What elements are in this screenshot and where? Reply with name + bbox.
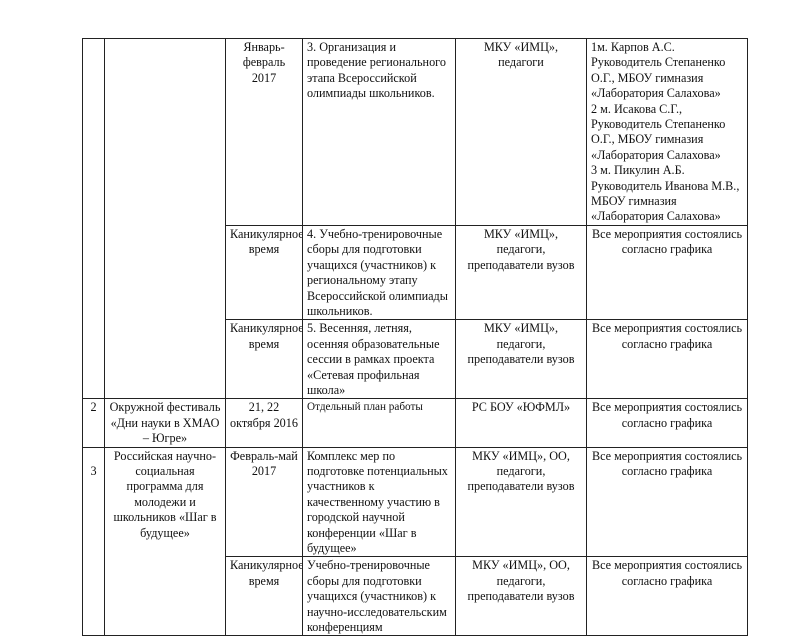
result-cell: Все мероприятия состоялись согласно граф… bbox=[586, 224, 748, 321]
result-cell: Все мероприятия состоялись согласно граф… bbox=[586, 446, 748, 558]
activity-cell: Отдельный план работы bbox=[302, 398, 456, 448]
row-number: 2 bbox=[82, 398, 105, 448]
responsible-cell: МКУ «ИМЦ», педагоги bbox=[455, 38, 587, 226]
activity-cell: Комплекс мер по подготовке потенциальных… bbox=[302, 446, 456, 558]
activity-cell: 3. Организация и проведение региональног… bbox=[302, 38, 456, 226]
event-name: Окружной фестиваль «Дни науки в ХМАО – Ю… bbox=[104, 398, 226, 448]
responsible-cell: МКУ «ИМЦ», ОО, педагоги, преподаватели в… bbox=[455, 556, 587, 636]
result-cell: Все мероприятия состоялись согласно граф… bbox=[586, 556, 748, 636]
responsible-cell: МКУ «ИМЦ», педагоги, преподаватели вузов bbox=[455, 319, 587, 400]
activity-cell: Учебно-тренировочные сборы для подготовк… bbox=[302, 556, 456, 636]
result-cell: Все мероприятия состоялись согласно граф… bbox=[586, 319, 748, 400]
date-cell: Каникулярное время bbox=[225, 319, 303, 400]
date-cell: Каникулярное время bbox=[225, 556, 303, 636]
table-row: 3 Российская научно-социальная программа… bbox=[82, 446, 748, 636]
activity-cell: 5. Весенняя, летняя, осенняя образовател… bbox=[302, 319, 456, 400]
date-cell: 21, 22 октября 2016 bbox=[225, 398, 303, 448]
row-number: 3 bbox=[82, 446, 105, 636]
date-cell: Январь-февраль 2017 bbox=[225, 38, 303, 226]
date-cell: Февраль-май 2017 bbox=[225, 446, 303, 558]
event-name: Российская научно-социальная программа д… bbox=[104, 446, 226, 636]
activity-cell: 4. Учебно-тренировочные сборы для подгот… bbox=[302, 224, 456, 321]
responsible-cell: РС БОУ «ЮФМЛ» bbox=[455, 398, 587, 448]
result-cell: 1м. Карпов А.С. Руководитель Степаненко … bbox=[586, 38, 748, 226]
table-row: Каникулярное время 4. Учебно-тренировочн… bbox=[83, 224, 748, 321]
result-cell: Все мероприятия состоялись согласно граф… bbox=[586, 398, 748, 448]
row-number bbox=[82, 37, 105, 400]
date-cell: Каникулярное время bbox=[225, 224, 303, 321]
table-row: Январь-февраль 2017 3. Организация и про… bbox=[82, 37, 748, 400]
responsible-cell: МКУ «ИМЦ», ОО, педагоги, преподаватели в… bbox=[455, 446, 587, 558]
events-table: Январь-февраль 2017 3. Организация и про… bbox=[82, 37, 748, 636]
table-row: 2 Окружной фестиваль «Дни науки в ХМАО –… bbox=[82, 398, 748, 448]
event-name bbox=[104, 37, 226, 400]
responsible-cell: МКУ «ИМЦ», педагоги, преподаватели вузов bbox=[455, 224, 587, 321]
